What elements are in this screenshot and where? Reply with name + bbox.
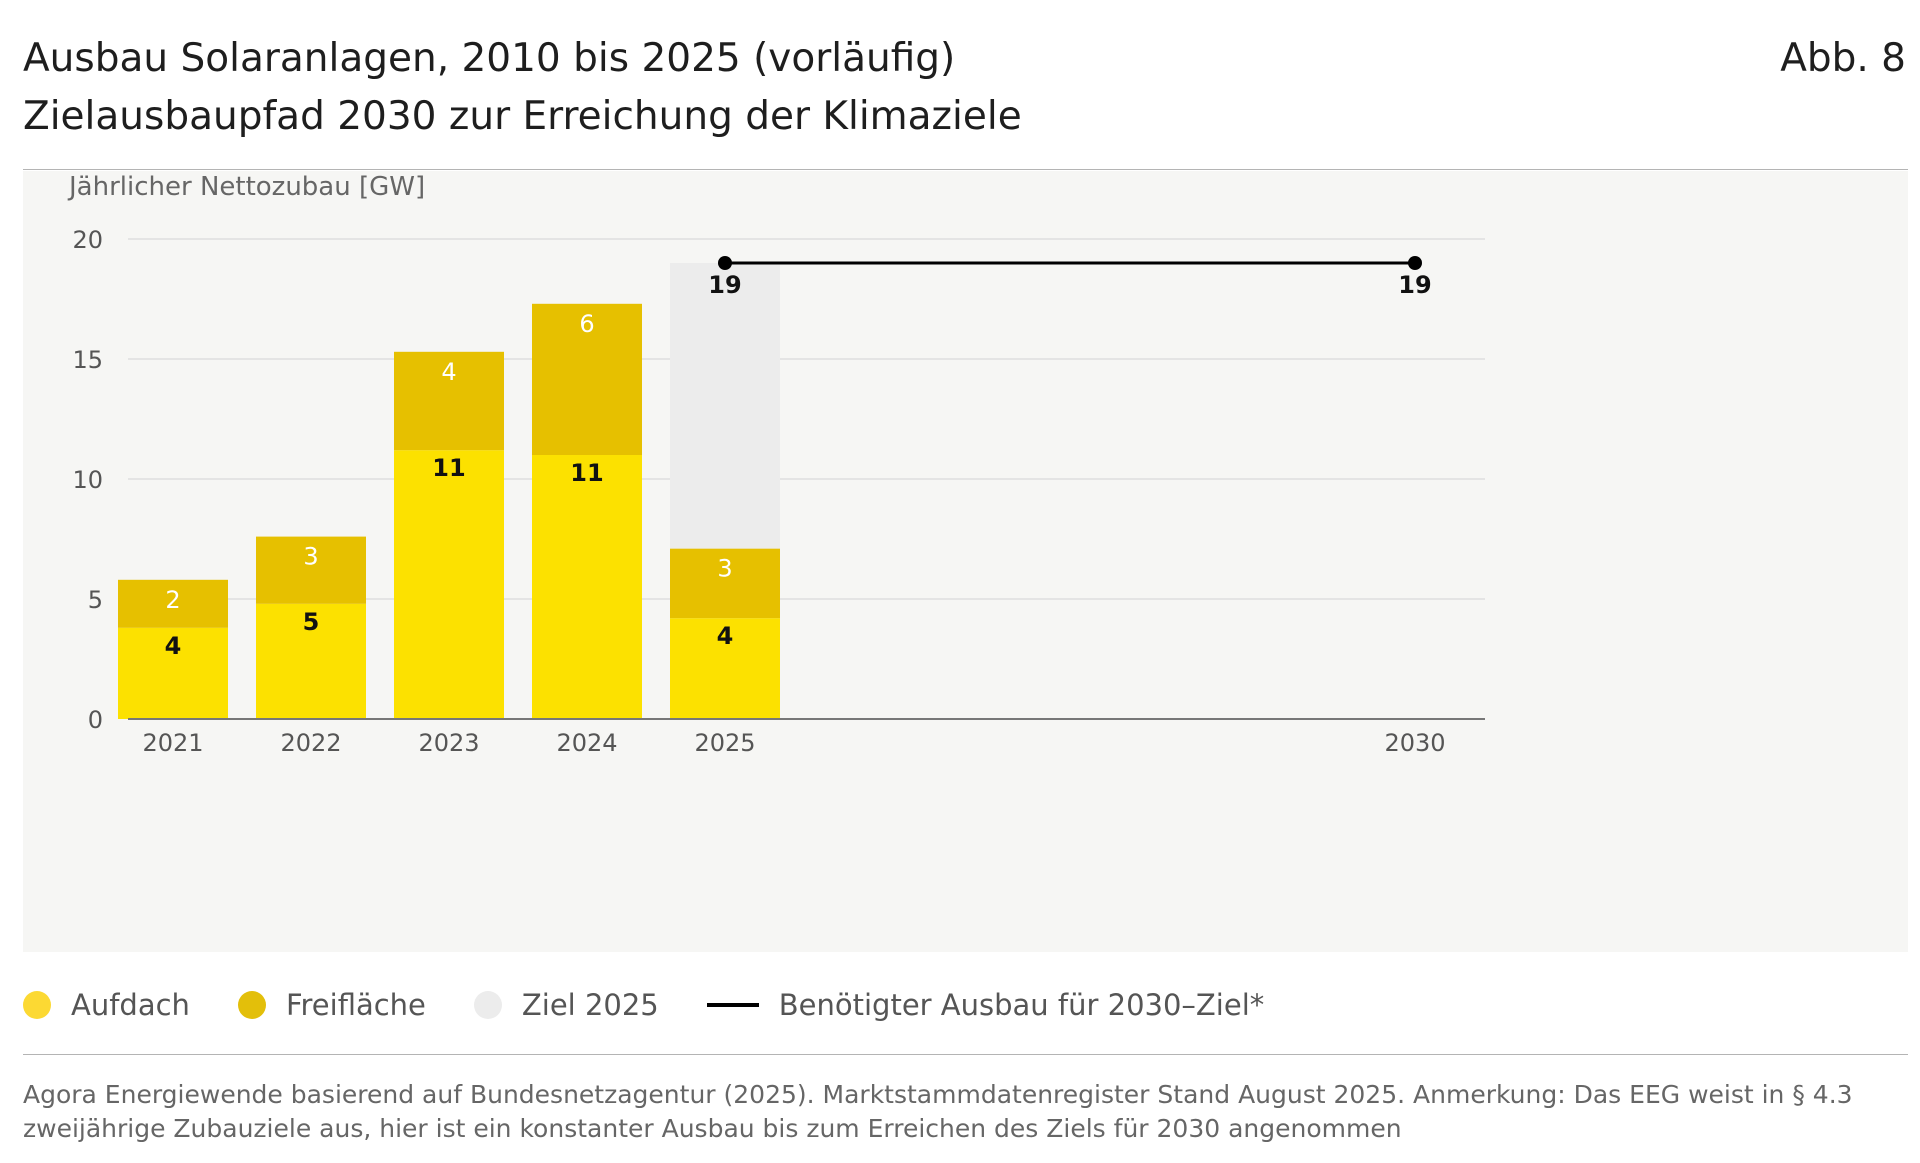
- y-axis-title: Jährlicher Nettozubau [GW]: [67, 172, 425, 202]
- chart-panel: Jährlicher Nettozubau [GW] 0 5 10 15 20 4 2 5 3 11…: [23, 171, 1908, 952]
- y-tick-label: 10: [72, 466, 103, 494]
- legend-line-target: [706, 1003, 759, 1007]
- bar-aufdach-2023: [394, 450, 504, 719]
- data-label: 4: [717, 622, 734, 650]
- y-tick-label: 5: [88, 586, 103, 614]
- legend-swatch-aufdach: [23, 991, 51, 1019]
- y-tick-label: 20: [72, 226, 103, 254]
- data-label: 2: [165, 586, 180, 614]
- bar-aufdach-2022: [256, 603, 366, 719]
- legend-swatch-freiflaeche: [237, 991, 266, 1019]
- target-point-2030: [1408, 256, 1422, 270]
- legend-swatch-ziel: [473, 991, 502, 1019]
- bar-freifl-che-2025: [670, 548, 780, 619]
- data-label: 6: [579, 310, 594, 338]
- legend-label-target: Benötigter Ausbau für 2030–Ziel*: [778, 988, 1265, 1022]
- target-point-2025: [718, 256, 732, 270]
- legend-label-freiflaeche: Freifläche: [285, 988, 426, 1022]
- title-line-1: Ausbau Solaranlagen, 2010 bis 2025 (vorl…: [23, 36, 956, 81]
- data-label: 11: [432, 454, 465, 482]
- legend: Aufdach Freifläche Ziel 2025 Benötigter …: [23, 980, 1312, 1030]
- bottom-divider: [23, 1054, 1908, 1055]
- top-divider: [23, 169, 1908, 170]
- x-tick-label: 2022: [280, 729, 341, 757]
- figure-label: Abb. 8: [1780, 36, 1906, 81]
- data-label: 3: [717, 555, 732, 583]
- bar-aufdach-2024: [532, 455, 642, 719]
- bar-freifl-che-2021: [118, 579, 228, 628]
- target-label: 19: [1398, 271, 1431, 299]
- bar-freifl-che-2022: [256, 536, 366, 604]
- legend-item-freiflaeche: Freifläche: [237, 988, 426, 1022]
- target-label: 19: [708, 271, 741, 299]
- bar-freifl-che-2023: [394, 351, 504, 451]
- bar-freifl-che-2024: [532, 303, 642, 455]
- y-tick-label: 15: [72, 346, 103, 374]
- legend-item-target: Benötigter Ausbau für 2030–Ziel*: [706, 988, 1265, 1022]
- x-tick-label: 2021: [142, 729, 203, 757]
- x-tick-label: 2025: [694, 729, 755, 757]
- source-note: Agora Energiewende basierend auf Bundesn…: [23, 1080, 1853, 1143]
- legend-label-ziel: Ziel 2025: [521, 988, 659, 1022]
- legend-item-ziel: Ziel 2025: [473, 988, 659, 1022]
- bar-aufdach-2021: [118, 627, 228, 719]
- data-label: 4: [165, 632, 182, 660]
- legend-item-aufdach: Aufdach: [23, 988, 190, 1022]
- bar-aufdach-2025: [670, 618, 780, 719]
- x-tick-label: 2023: [418, 729, 479, 757]
- x-tick-label: 2024: [556, 729, 617, 757]
- title-line-2: Zielausbaupfad 2030 zur Erreichung der K…: [23, 94, 1022, 139]
- x-tick-label: 2030: [1384, 729, 1445, 757]
- y-tick-label: 0: [88, 706, 103, 734]
- chart-title: Ausbau Solaranlagen, 2010 bis 2025 (vorl…: [23, 30, 1022, 146]
- legend-label-aufdach: Aufdach: [71, 988, 190, 1022]
- data-label: 4: [441, 358, 456, 386]
- data-label: 3: [303, 543, 318, 571]
- data-label: 5: [303, 608, 320, 636]
- data-label: 11: [570, 459, 603, 487]
- bar-chart: Jährlicher Nettozubau [GW] 0 5 10 15 20 4 2 5 3 11…: [67, 172, 1485, 757]
- bar-ziel-2025-2025: [670, 263, 780, 549]
